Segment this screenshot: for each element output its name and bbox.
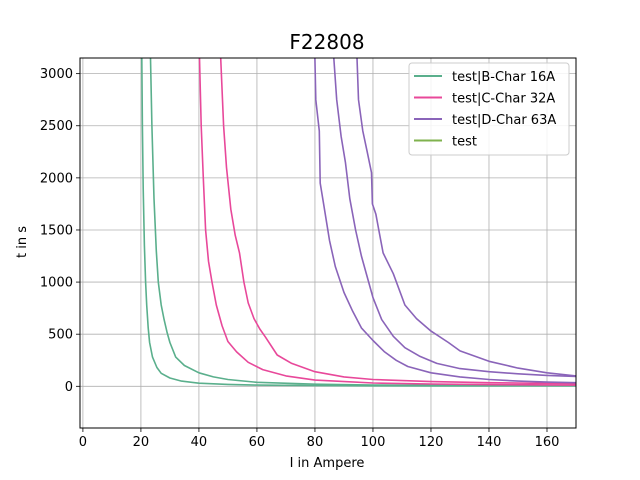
series-line-1-curve-1 <box>141 58 576 387</box>
axis-ticks: 0 20 40 60 80 100 120 140 160 0 500 1000 1500 2000 250… <box>40 67 560 450</box>
series-line-1-curve-2 <box>149 58 576 387</box>
x-tick-label: 0 <box>79 435 87 450</box>
x-tick-label: 160 <box>535 435 560 450</box>
plot-frame <box>79 57 577 429</box>
x-tick-label: 120 <box>419 435 444 450</box>
x-tick-label: 100 <box>361 435 386 450</box>
y-tick-label: 3000 <box>40 67 73 82</box>
legend: test|B-Char 16A test|C-Char 32A test|D-Cha… <box>408 62 570 156</box>
y-tick-label: 1500 <box>40 223 73 238</box>
x-tick-label: 80 <box>307 435 324 450</box>
series-line-3-curve-3 <box>356 58 576 377</box>
legend-label: test <box>452 135 477 150</box>
series-line-3-curve-1 <box>314 58 576 384</box>
x-tick-label: 20 <box>133 435 150 450</box>
y-tick-label: 2500 <box>40 119 73 134</box>
x-tick-label: 140 <box>477 435 502 450</box>
x-tick-label: 60 <box>249 435 266 450</box>
y-axis-label: t in s <box>15 226 30 258</box>
chart-title: F22808 <box>289 30 364 54</box>
series-line-2-curve-2 <box>219 58 576 385</box>
y-tick-label: 0 <box>65 380 73 395</box>
y-tick-label: 2000 <box>40 171 73 186</box>
legend-label: test|D-Char 63A <box>452 113 556 128</box>
legend-label: test|B-Char 16A <box>452 70 555 85</box>
plot-series <box>141 58 576 387</box>
legend-label: test|C-Char 32A <box>452 92 555 107</box>
y-tick-label: 1000 <box>40 276 73 291</box>
x-tick-label: 40 <box>191 435 208 450</box>
series-line-2-curve-1 <box>198 58 576 386</box>
x-axis-label: I in Ampere <box>290 456 365 471</box>
legend-box <box>408 62 570 156</box>
y-tick-label: 500 <box>48 328 73 343</box>
series-line-3-curve-2 <box>333 58 576 378</box>
